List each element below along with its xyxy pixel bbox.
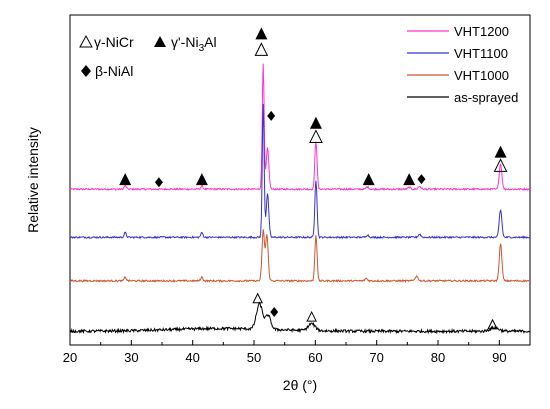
x-axis-title: 2θ (°)	[283, 377, 317, 393]
beta-nial-marker	[154, 177, 163, 188]
gamma-prime-marker	[494, 145, 507, 158]
x-tick-label: 60	[308, 350, 322, 365]
gamma-prime-marker	[119, 173, 132, 186]
gamma-nicr-marker	[252, 292, 263, 304]
filled-diamond-icon	[81, 65, 91, 77]
series-line-vht1000	[69, 229, 530, 283]
beta-nial-marker	[417, 174, 426, 185]
series-line-as-sprayed	[69, 301, 531, 335]
legend-label-as-sprayed: as-sprayed	[454, 90, 518, 105]
phase-legend-gamma-prime-label: γ'-Ni3Al	[171, 34, 217, 54]
x-axis-ticks: 20 30 40 50 60 70 80 90	[63, 340, 507, 365]
gamma-nicr-marker	[306, 310, 317, 322]
series-line-vht1100	[69, 103, 531, 240]
x-tick-label: 40	[185, 350, 199, 365]
beta-nial-marker	[270, 307, 279, 317]
gamma-nicr-marker	[309, 129, 323, 143]
phase-legend-item-gamma-prime: γ'-Ni3Al	[154, 34, 217, 54]
series-line-vht1200	[69, 63, 531, 192]
phase-legend-gamma-label: γ-NiCr	[94, 34, 134, 50]
phase-legend-beta-label: β-NiAl	[95, 63, 133, 79]
x-tick-label: 70	[369, 350, 383, 365]
gamma-prime-marker	[309, 116, 322, 129]
x-tick-label: 90	[492, 350, 506, 365]
x-tick-label: 30	[124, 350, 138, 365]
filled-triangle-icon	[154, 36, 166, 47]
gamma-nicr-marker	[493, 158, 508, 172]
gamma-nicr-marker	[254, 42, 269, 56]
series-lines	[69, 63, 531, 335]
open-triangle-icon	[79, 34, 93, 48]
phase-legend-item-gamma: γ-NiCr	[79, 34, 134, 50]
x-tick-label: 50	[247, 350, 261, 365]
peak-markers	[119, 27, 508, 330]
legend-label-vht1200: VHT1200	[454, 24, 509, 39]
gamma-prime-marker	[403, 173, 416, 186]
beta-nial-marker	[267, 110, 276, 121]
legend-label-vht1100: VHT1100	[454, 46, 508, 61]
x-tick-label: 80	[431, 350, 445, 365]
plot-frame	[69, 14, 531, 346]
series-legend: VHT1200 VHT1100 VHT1000 as-sprayed	[407, 24, 518, 105]
phase-legend-item-beta: β-NiAl	[81, 63, 133, 79]
gamma-prime-marker	[255, 27, 268, 40]
x-tick-label: 20	[63, 350, 77, 365]
gamma-prime-marker	[362, 173, 375, 186]
legend-label-vht1000: VHT1000	[454, 68, 509, 83]
gamma-prime-marker	[195, 173, 208, 186]
gamma-nicr-marker	[487, 318, 498, 330]
y-axis-title: Relative intensity	[25, 127, 41, 233]
phase-legend: γ-NiCr γ'-Ni3Al β-NiAl	[79, 34, 217, 79]
